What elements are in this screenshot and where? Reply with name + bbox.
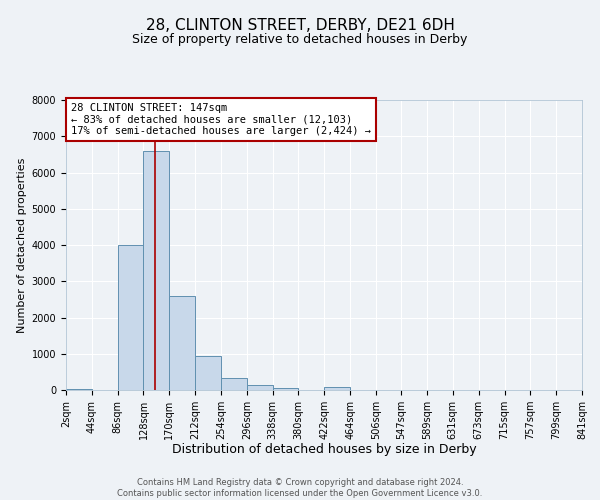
Bar: [169, 296, 195, 390]
Text: 28, CLINTON STREET, DERBY, DE21 6DH: 28, CLINTON STREET, DERBY, DE21 6DH: [146, 18, 454, 32]
Text: 28 CLINTON STREET: 147sqm
← 83% of detached houses are smaller (12,103)
17% of s: 28 CLINTON STREET: 147sqm ← 83% of detac…: [71, 103, 371, 136]
Bar: [325, 386, 350, 390]
X-axis label: Distribution of detached houses by size in Derby: Distribution of detached houses by size …: [172, 444, 476, 456]
Bar: [143, 151, 169, 390]
Text: Size of property relative to detached houses in Derby: Size of property relative to detached ho…: [133, 32, 467, 46]
Bar: [118, 245, 143, 390]
Bar: [66, 389, 92, 390]
Text: Contains HM Land Registry data © Crown copyright and database right 2024.
Contai: Contains HM Land Registry data © Crown c…: [118, 478, 482, 498]
Bar: [195, 356, 221, 390]
Bar: [221, 378, 247, 390]
Y-axis label: Number of detached properties: Number of detached properties: [17, 158, 28, 332]
Bar: [272, 388, 298, 390]
Bar: [247, 384, 272, 390]
